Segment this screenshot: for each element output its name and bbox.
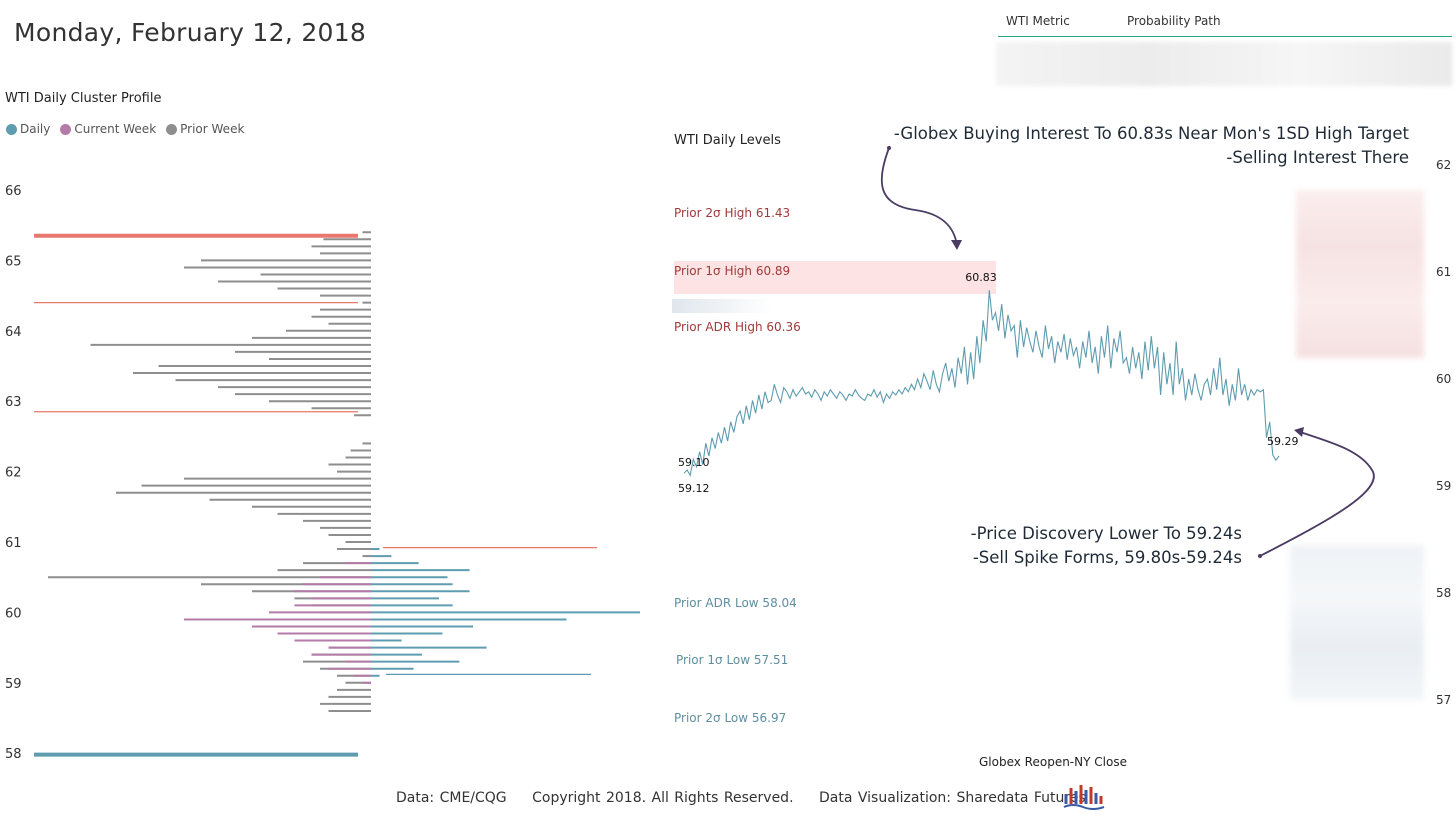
- profile-y-tick: 60: [5, 606, 22, 621]
- prior-2sd-high-label: Prior 2σ High 61.43: [674, 206, 791, 220]
- prior-2sd-low-label: Prior 2σ Low 56.97: [674, 711, 787, 725]
- legend-label-prior-week: Prior Week: [180, 122, 245, 136]
- sharedata-logo-icon: [1063, 785, 1105, 810]
- footer-copyright: Copyright 2018. All Rights Reserved.: [532, 790, 794, 806]
- price-y-tick: 57: [1436, 693, 1451, 707]
- top-annotation-line2: -Selling Interest There: [1226, 148, 1409, 167]
- bottom-arrow-tail: [1258, 554, 1262, 558]
- bottom-annotation-line2: -Sell Spike Forms, 59.80s-59.24s: [972, 548, 1242, 567]
- footer: Data: CME/CQG Copyright 2018. All Rights…: [396, 790, 1106, 806]
- top-annotation: -Globex Buying Interest To 60.83s Near M…: [849, 122, 1409, 170]
- legend-dot-daily: [6, 123, 17, 135]
- profile-y-tick: 63: [5, 395, 22, 410]
- prior-1sd-high-label: Prior 1σ High 60.89: [674, 264, 791, 278]
- profile-y-tick: 59: [5, 677, 22, 692]
- profile-y-tick: 62: [5, 466, 22, 481]
- footer-data-source: Data: CME/CQG: [396, 790, 507, 806]
- legend-item-prior-week[interactable]: Prior Week: [166, 122, 244, 136]
- levels-title: WTI Daily Levels: [674, 133, 781, 148]
- top-annotation-line1: -Globex Buying Interest To 60.83s Near M…: [893, 124, 1409, 143]
- bottom-annotation-arrow: [1259, 431, 1375, 557]
- price-y-tick: 58: [1436, 586, 1451, 600]
- high-data-label: 60.83: [965, 271, 997, 284]
- bottom-arrow-head: [1294, 427, 1304, 437]
- legend-label-current-week: Current Week: [74, 122, 157, 136]
- metric-column-header[interactable]: WTI Metric: [1006, 14, 1070, 28]
- prior-1sd-low-label: Prior 1σ Low 57.51: [676, 653, 789, 667]
- cluster-legend: Daily Current Week Prior Week: [6, 122, 244, 136]
- top-arrow-head: [951, 240, 962, 250]
- price-y-tick: 60: [1436, 372, 1451, 386]
- price-y-tick: 59: [1436, 479, 1451, 493]
- bottom-annotation: -Price Discovery Lower To 59.24s -Sell S…: [842, 522, 1242, 570]
- price-y-tick: 61: [1436, 265, 1451, 279]
- lower-probability-blur: [1290, 545, 1424, 700]
- open-data-label-b: 59.12: [678, 482, 710, 495]
- adr-high-gradient: [672, 299, 772, 313]
- upper-probability-blur: [1296, 190, 1424, 358]
- metric-table-body: [996, 42, 1452, 86]
- footer-viz-credit: Data Visualization: Sharedata Futures: [818, 790, 1086, 806]
- prior-1sd-high-band: [674, 261, 996, 294]
- legend-item-current-week[interactable]: Current Week: [60, 122, 156, 136]
- profile-y-tick: 65: [5, 254, 22, 269]
- bottom-annotation-line1: -Price Discovery Lower To 59.24s: [970, 524, 1242, 543]
- x-axis-label: Globex Reopen-NY Close: [979, 755, 1127, 769]
- price-series-line[interactable]: [683, 290, 1280, 477]
- legend-dot-prior-week: [166, 123, 178, 135]
- metric-table-header: WTI Metric Probability Path: [998, 12, 1452, 37]
- page-date: Monday, February 12, 2018: [14, 18, 367, 47]
- price-line-chart: 62 61 60 59 58 57 60.83 59.29 59.10 59.12: [678, 146, 1451, 707]
- legend-label-daily: Daily: [20, 122, 51, 136]
- open-data-label-a: 59.10: [678, 456, 710, 469]
- prior-adr-high-label: Prior ADR High 60.36: [674, 320, 801, 334]
- profile-y-tick: 61: [5, 536, 22, 551]
- profile-y-tick: 64: [5, 325, 22, 340]
- legend-dot-current-week: [60, 123, 72, 135]
- prior-adr-low-label: Prior ADR Low 58.04: [674, 596, 797, 610]
- price-y-tick: 62: [1436, 158, 1451, 172]
- profile-y-tick: 66: [5, 184, 22, 199]
- legend-item-daily[interactable]: Daily: [6, 122, 50, 136]
- low-data-label: 59.29: [1267, 435, 1299, 448]
- top-annotation-arrow: [880, 147, 958, 247]
- top-arrow-tail: [887, 146, 891, 150]
- cluster-profile-chart: 66 65 64 63 62 61 60 59 58: [5, 184, 640, 762]
- probability-column-header[interactable]: Probability Path: [1127, 14, 1221, 28]
- profile-y-tick: 58: [5, 747, 22, 762]
- cluster-profile-title: WTI Daily Cluster Profile: [5, 91, 162, 106]
